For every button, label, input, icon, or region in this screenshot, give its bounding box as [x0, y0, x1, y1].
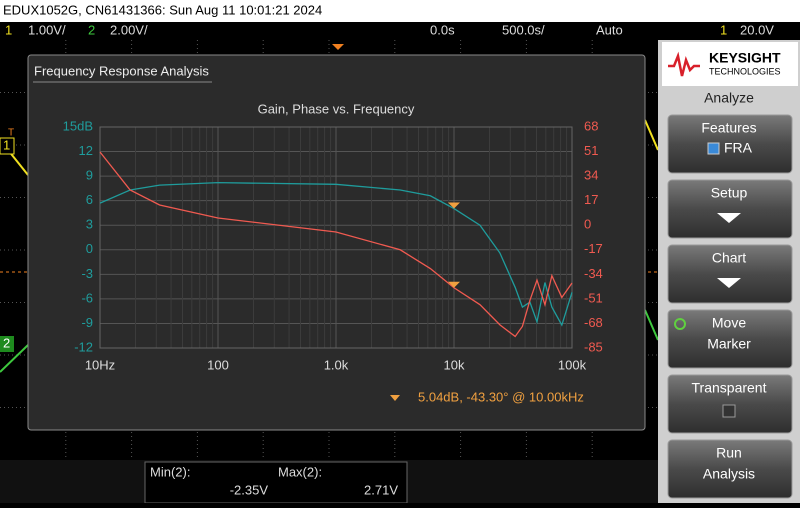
menu-title: Analyze: [704, 90, 754, 106]
y2-tick-label: 0: [584, 217, 591, 232]
y-tick-label: -12: [74, 339, 93, 354]
y2-tick-label: 68: [584, 118, 598, 133]
brand-sub: TECHNOLOGIES: [709, 66, 781, 76]
menu-button[interactable]: [667, 439, 793, 499]
arrow: [717, 213, 741, 223]
plot: Gain, Phase vs. Frequency 15dB 12 9 6 3 0 -3 -6 -…: [63, 101, 603, 404]
x-tick-label: 100: [207, 357, 229, 372]
checkbox: [707, 142, 720, 155]
series-line: [99, 151, 573, 338]
buttons: Features FRA Setup Chart Move Marker Transpare…: [667, 114, 793, 499]
timebase: 500.0s/: [502, 22, 545, 37]
marker: [448, 202, 460, 209]
y2-tick-label: -17: [584, 241, 603, 256]
y2-tick-label: -51: [584, 290, 603, 305]
menu-button[interactable]: [667, 179, 793, 239]
button-label: Features: [701, 120, 756, 136]
y-tick-label: 6: [86, 192, 93, 207]
marker-key: [390, 395, 400, 401]
menu-button[interactable]: [667, 244, 793, 304]
y2-tick-label: 34: [584, 168, 598, 183]
arrow: [717, 278, 741, 288]
trigger-source: 1: [720, 22, 727, 37]
y2-tick-label: 17: [584, 192, 598, 207]
button-label: Move: [712, 315, 746, 331]
marker: [448, 281, 460, 288]
menu-button[interactable]: [667, 374, 793, 434]
button-label: Analysis: [703, 466, 755, 482]
y-tick-label: 9: [86, 168, 93, 183]
series-line: [99, 182, 573, 327]
measure-label: Min(2):: [150, 464, 190, 479]
x-tick-label: 1.0k: [324, 357, 349, 372]
marker-readout: 5.04dB, -43.30° @ 10.00kHz: [418, 389, 584, 404]
button-label: Transparent: [692, 380, 767, 396]
checkbox: [722, 404, 736, 418]
trigger-mode: Auto: [596, 22, 623, 37]
menu-button[interactable]: [667, 114, 793, 174]
y-tick-label: -6: [81, 290, 93, 305]
x-tick-label: 100k: [558, 357, 587, 372]
delay: 0.0s: [430, 22, 455, 37]
ch2-marker: 2: [3, 335, 10, 350]
x-tick-label: 10k: [444, 357, 465, 372]
button-label: Run: [716, 445, 742, 461]
x-tick-label: 10Hz: [85, 357, 115, 372]
trigger-marker: T: [8, 128, 14, 139]
trigger-level: 20.0V: [740, 22, 774, 37]
ch1-marker-box: [0, 137, 15, 155]
trigger-position: [332, 44, 344, 50]
button-label: Setup: [711, 185, 748, 201]
menu-button[interactable]: [667, 309, 793, 369]
y-tick-label: 12: [79, 143, 93, 158]
logo-wave: [668, 51, 700, 77]
chart-title: Gain, Phase vs. Frequency: [258, 101, 415, 116]
y-tick-label: 15dB: [63, 118, 93, 133]
ch2-trace: [644, 309, 659, 341]
ch2-marker-box: [0, 336, 14, 352]
ch2-scale: 2.00V/: [110, 22, 148, 37]
status-bar: [0, 22, 800, 40]
move-icon: [674, 318, 686, 330]
y-tick-label: -3: [81, 266, 93, 281]
button-label: Chart: [712, 250, 746, 266]
y-tick-label: 3: [86, 217, 93, 232]
y2-tick-label: -68: [584, 315, 603, 330]
ch2-trace: [0, 344, 29, 373]
button-label: Marker: [707, 336, 751, 352]
ch2-label: 2: [88, 22, 95, 37]
measure-value: 2.71V: [364, 482, 398, 497]
option-label: FRA: [724, 140, 753, 156]
ch1-label: 1: [5, 22, 12, 37]
ch1-scale: 1.00V/: [28, 22, 66, 37]
measure-value: -2.35V: [230, 482, 269, 497]
ch1-marker: 1: [3, 137, 10, 152]
y-tick-label: 0: [86, 241, 93, 256]
y2-tick-label: -34: [584, 266, 603, 281]
brand: KEYSIGHT: [709, 50, 781, 66]
title-bar: [0, 0, 800, 22]
y2-tick-label: 51: [584, 143, 598, 158]
title: EDUX1052G, CN61431366: Sun Aug 11 10:01:…: [3, 2, 322, 17]
window-title: Frequency Response Analysis: [34, 63, 209, 78]
measure-label: Max(2):: [278, 464, 322, 479]
y-tick-label: -9: [81, 315, 93, 330]
plot-frame: [99, 126, 573, 349]
y2-tick-label: -85: [584, 339, 603, 354]
measure-box: [144, 461, 408, 504]
ch1-trace: [644, 119, 659, 151]
